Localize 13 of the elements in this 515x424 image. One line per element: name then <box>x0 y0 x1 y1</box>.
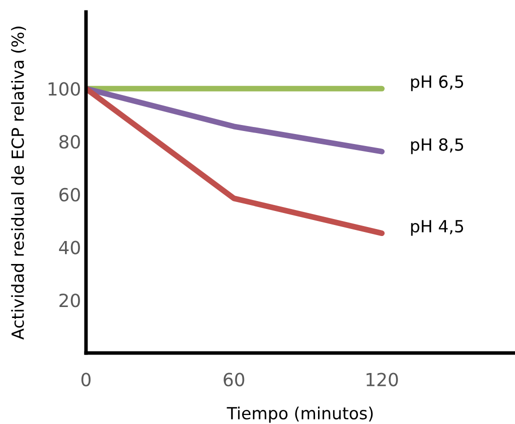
y-tick-label: 100 <box>48 82 80 96</box>
series-label: pH 6,5 <box>411 75 464 92</box>
series-label: pH 8,5 <box>411 138 464 154</box>
y-tick-label: 20 <box>59 294 80 308</box>
x-tick-label: 0 <box>81 372 91 386</box>
x-tick-label: 60 <box>224 372 244 386</box>
y-tick-label: 60 <box>59 188 80 202</box>
y-tick-label: 80 <box>59 134 80 149</box>
y-axis-title: Actividad residual de ECP relativa (%) <box>11 26 26 340</box>
y-tick-label: 40 <box>59 240 80 254</box>
x-axis-title: Tiempo (minutos) <box>226 406 373 423</box>
series-label: pH 4,5 <box>411 220 464 236</box>
x-tick-label: 120 <box>366 372 398 386</box>
